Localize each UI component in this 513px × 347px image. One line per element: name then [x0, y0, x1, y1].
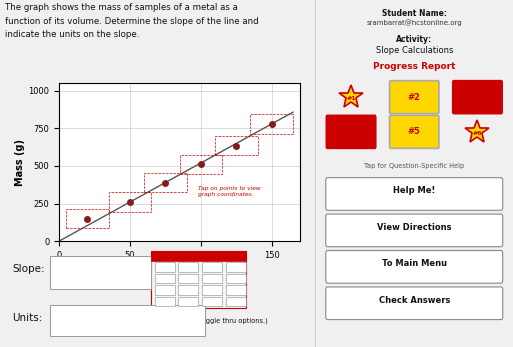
Bar: [226, 262, 246, 272]
Y-axis label: Mass (g): Mass (g): [15, 139, 26, 186]
Point: [268, 121, 276, 127]
Text: Tap for Question-Specific Help: Tap for Question-Specific Help: [364, 163, 464, 169]
Text: Slope:: Slope:: [13, 264, 45, 274]
FancyBboxPatch shape: [326, 178, 503, 210]
FancyBboxPatch shape: [151, 251, 246, 261]
FancyBboxPatch shape: [453, 81, 502, 114]
Bar: [178, 297, 199, 306]
Text: #6: #6: [472, 131, 482, 136]
Text: Units:: Units:: [13, 313, 43, 323]
Text: #5: #5: [408, 127, 421, 136]
Bar: [154, 262, 175, 272]
Point: [196, 162, 205, 167]
Text: #1: #1: [346, 96, 356, 101]
Text: #2: #2: [408, 93, 421, 102]
Text: Tap on points to view
graph coordinates.: Tap on points to view graph coordinates.: [198, 186, 261, 197]
Text: Activity:: Activity:: [396, 35, 432, 44]
FancyBboxPatch shape: [151, 251, 246, 308]
Point: [161, 180, 169, 185]
Bar: [154, 274, 175, 283]
Bar: [250, 114, 293, 134]
Bar: [226, 297, 246, 306]
Point: [232, 143, 241, 149]
FancyBboxPatch shape: [50, 305, 205, 336]
Text: #4: #4: [345, 127, 358, 136]
Point: [126, 199, 134, 205]
Bar: [109, 192, 151, 212]
Bar: [178, 274, 199, 283]
Text: Check Answers: Check Answers: [379, 296, 450, 305]
Bar: [154, 286, 175, 295]
FancyBboxPatch shape: [326, 251, 503, 283]
Text: srambarrat@hcstonline.org: srambarrat@hcstonline.org: [366, 19, 462, 26]
Text: The graph shows the mass of samples of a metal as a
function of its volume. Dete: The graph shows the mass of samples of a…: [5, 3, 259, 39]
FancyBboxPatch shape: [389, 115, 439, 149]
Text: Slope Calculations: Slope Calculations: [376, 46, 453, 55]
FancyBboxPatch shape: [50, 256, 151, 289]
Bar: [66, 209, 109, 228]
Text: --: --: [63, 316, 70, 325]
Bar: [202, 286, 222, 295]
Text: Help Me!: Help Me!: [393, 186, 436, 195]
Text: Student Name:: Student Name:: [382, 9, 447, 18]
Bar: [202, 262, 222, 272]
Text: To Main Menu: To Main Menu: [382, 259, 447, 268]
Point: [83, 216, 91, 221]
Bar: [202, 274, 222, 283]
Bar: [202, 297, 222, 306]
FancyBboxPatch shape: [326, 214, 503, 247]
Bar: [144, 173, 187, 192]
Text: (Tap to toggle thru options.): (Tap to toggle thru options.): [174, 317, 268, 324]
Bar: [178, 286, 199, 295]
Bar: [226, 286, 246, 295]
Bar: [215, 136, 258, 155]
FancyBboxPatch shape: [389, 81, 439, 114]
Bar: [154, 297, 175, 306]
X-axis label: Volume (mL): Volume (mL): [145, 263, 214, 273]
Text: Progress Report: Progress Report: [373, 62, 456, 71]
Text: View Directions: View Directions: [377, 223, 451, 232]
FancyBboxPatch shape: [326, 115, 376, 149]
Bar: [226, 274, 246, 283]
Text: #3: #3: [471, 93, 484, 102]
Bar: [180, 155, 222, 174]
FancyBboxPatch shape: [326, 287, 503, 320]
Bar: [178, 262, 199, 272]
